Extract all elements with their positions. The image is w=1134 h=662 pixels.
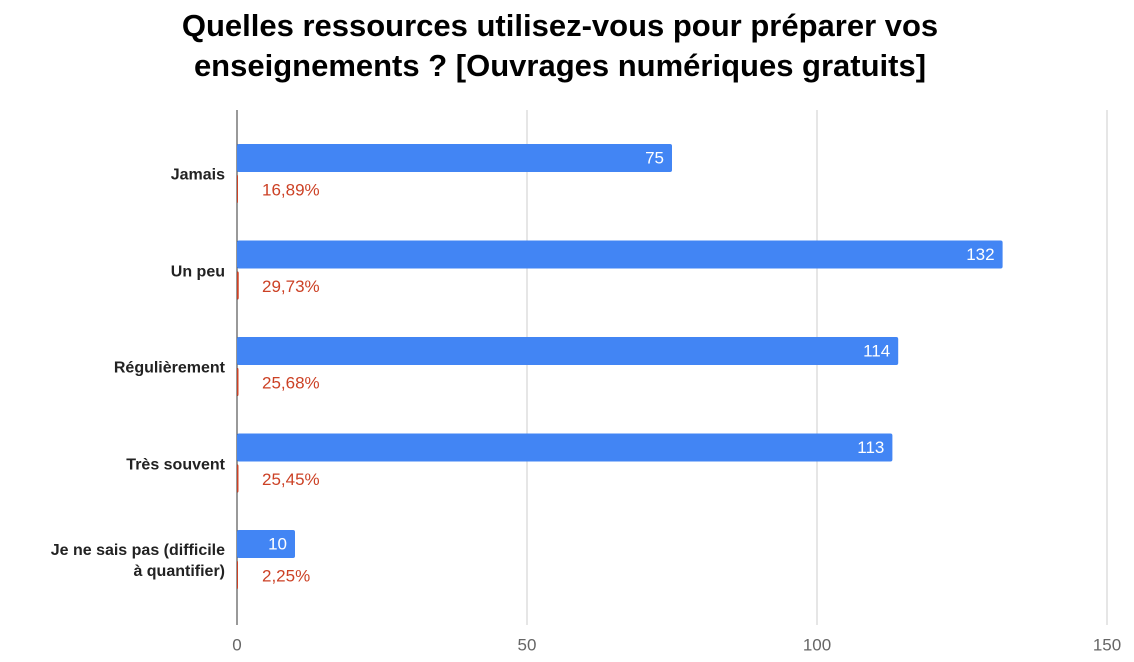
data-label: 114 <box>863 341 890 360</box>
bar <box>237 271 239 300</box>
y-tick-label: Un peu <box>170 263 225 280</box>
chart-title: Quelles ressources utilisez-vous pour pr… <box>181 8 939 83</box>
bar <box>237 240 1003 269</box>
y-tick-label: Je ne sais pas (difficile à quantifier) <box>50 542 225 580</box>
bar <box>237 175 238 203</box>
x-tick-label: 0 <box>232 635 241 654</box>
data-label: 132 <box>966 245 994 264</box>
y-tick-label: Jamais <box>170 166 225 184</box>
bar <box>237 561 238 589</box>
data-label: 16,89% <box>262 180 320 199</box>
x-tick-label: 50 <box>518 635 537 654</box>
x-tick-label: 100 <box>803 635 831 654</box>
bar <box>237 144 672 172</box>
bar <box>237 433 893 462</box>
x-tick-label: 150 <box>1093 635 1121 654</box>
bar <box>237 368 239 396</box>
data-label: 113 <box>857 438 884 457</box>
data-label: 2,25% <box>262 566 310 585</box>
bar <box>237 464 239 493</box>
y-tick-label: Régulièrement <box>113 359 225 377</box>
y-tick-label: Très souvent <box>126 456 225 473</box>
data-label: 10 <box>268 534 287 553</box>
bar <box>237 530 295 558</box>
data-label: 75 <box>645 148 664 167</box>
bar <box>237 337 899 365</box>
data-label: 25,68% <box>262 373 320 392</box>
data-label: 25,45% <box>262 470 320 489</box>
data-label: 29,73% <box>262 277 320 296</box>
